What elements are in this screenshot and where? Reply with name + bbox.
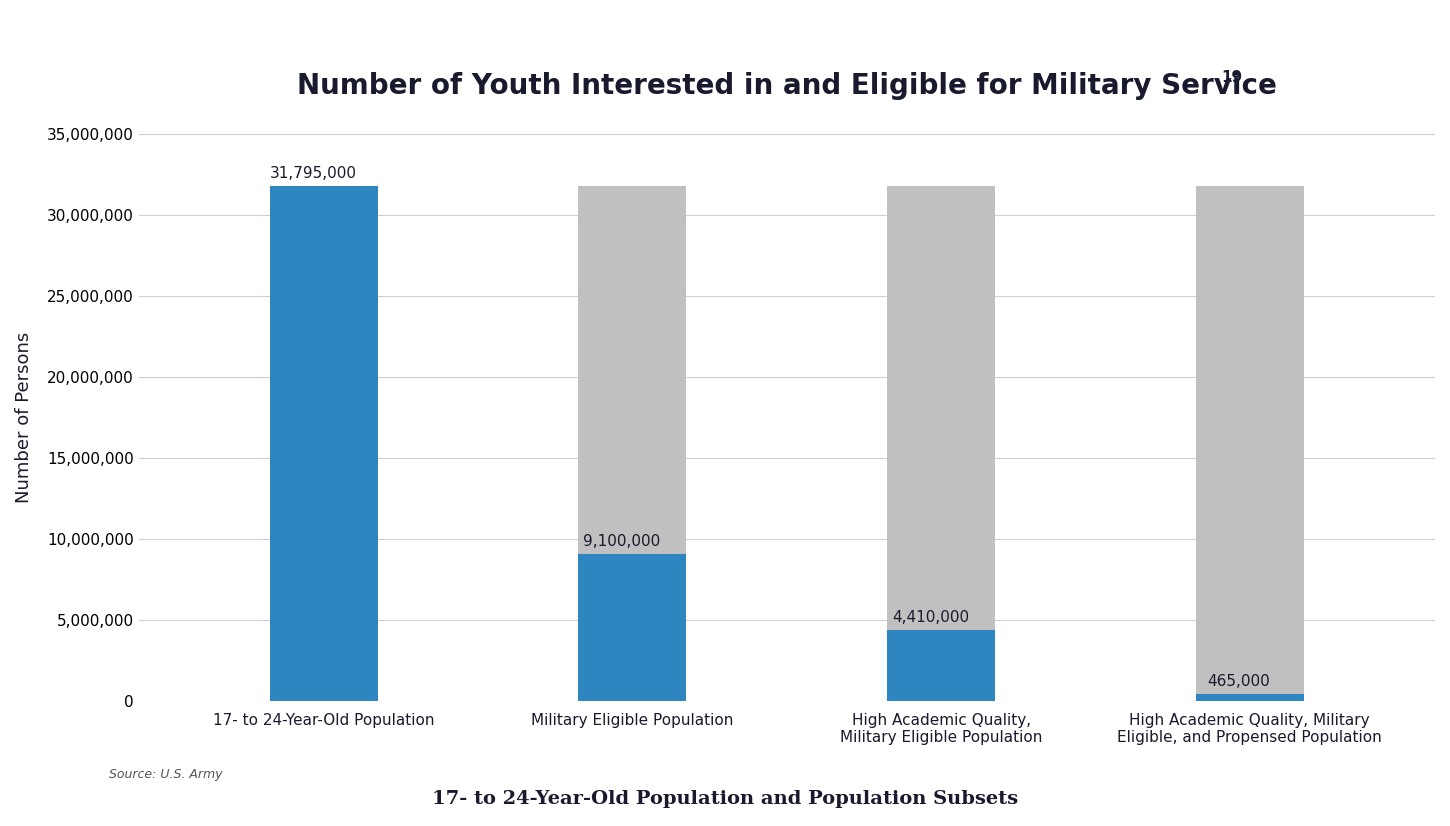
Text: 31,795,000: 31,795,000 <box>270 166 357 181</box>
Text: 465,000: 465,000 <box>1208 674 1270 689</box>
Bar <box>1196 186 1304 701</box>
Text: Number of Youth Interested in and Eligible for Military Service: Number of Youth Interested in and Eligib… <box>297 72 1277 100</box>
Bar <box>270 186 378 701</box>
Text: Source: U.S. Army: Source: U.S. Army <box>109 767 222 781</box>
Bar <box>270 186 378 701</box>
Bar <box>579 553 686 701</box>
Text: 19: 19 <box>1221 70 1243 85</box>
Bar <box>1196 694 1304 701</box>
Bar <box>887 630 995 701</box>
Bar <box>579 186 686 701</box>
Text: 17- to 24-Year-Old Population and Population Subsets: 17- to 24-Year-Old Population and Popula… <box>432 790 1018 808</box>
Bar <box>887 186 995 701</box>
Text: 4,410,000: 4,410,000 <box>892 610 969 625</box>
Y-axis label: Number of Persons: Number of Persons <box>14 332 33 503</box>
Text: 9,100,000: 9,100,000 <box>583 534 660 549</box>
